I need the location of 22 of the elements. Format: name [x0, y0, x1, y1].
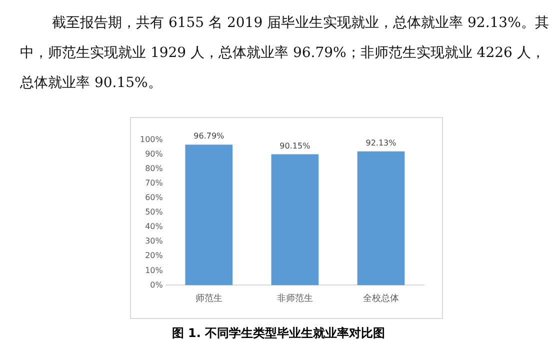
- x-tick-label: 师范生: [195, 292, 222, 304]
- text: 截至报告期，共有 6155 名 2019 届毕业生实现就业，总体就业率 92.13%。其中，师范生实现就业 1929 人，总体就业率 96.79%；非师范生实现就业 4226 人，总体就业率 90.15%。: [20, 14, 550, 93]
- y-tick-label: 90%: [145, 150, 164, 159]
- bar: [271, 154, 319, 286]
- y-tick-label: 0%: [150, 280, 164, 290]
- y-tick-label: 10%: [145, 266, 164, 275]
- y-tick-label: 80%: [145, 164, 164, 174]
- bar: [357, 151, 405, 286]
- y-tick-label: 30%: [145, 236, 164, 246]
- y-tick-label: 50%: [145, 208, 164, 217]
- bar: [185, 144, 233, 286]
- x-tick-label: 非师范生: [276, 292, 313, 304]
- y-tick-label: 60%: [145, 193, 164, 202]
- data-label: 96.79%: [194, 132, 225, 141]
- y-tick-label: 20%: [145, 251, 164, 260]
- y-tick-label: 70%: [145, 178, 164, 188]
- y-tick-label: 40%: [145, 222, 164, 232]
- data-label: 90.15%: [280, 141, 311, 150]
- data-label: 92.13%: [366, 138, 397, 148]
- text: 图 1. 不同学生类型毕业生就业率对比图: [170, 325, 386, 342]
- y-tick-label: 100%: [140, 135, 164, 144]
- x-tick-label: 全校总体: [362, 292, 399, 304]
